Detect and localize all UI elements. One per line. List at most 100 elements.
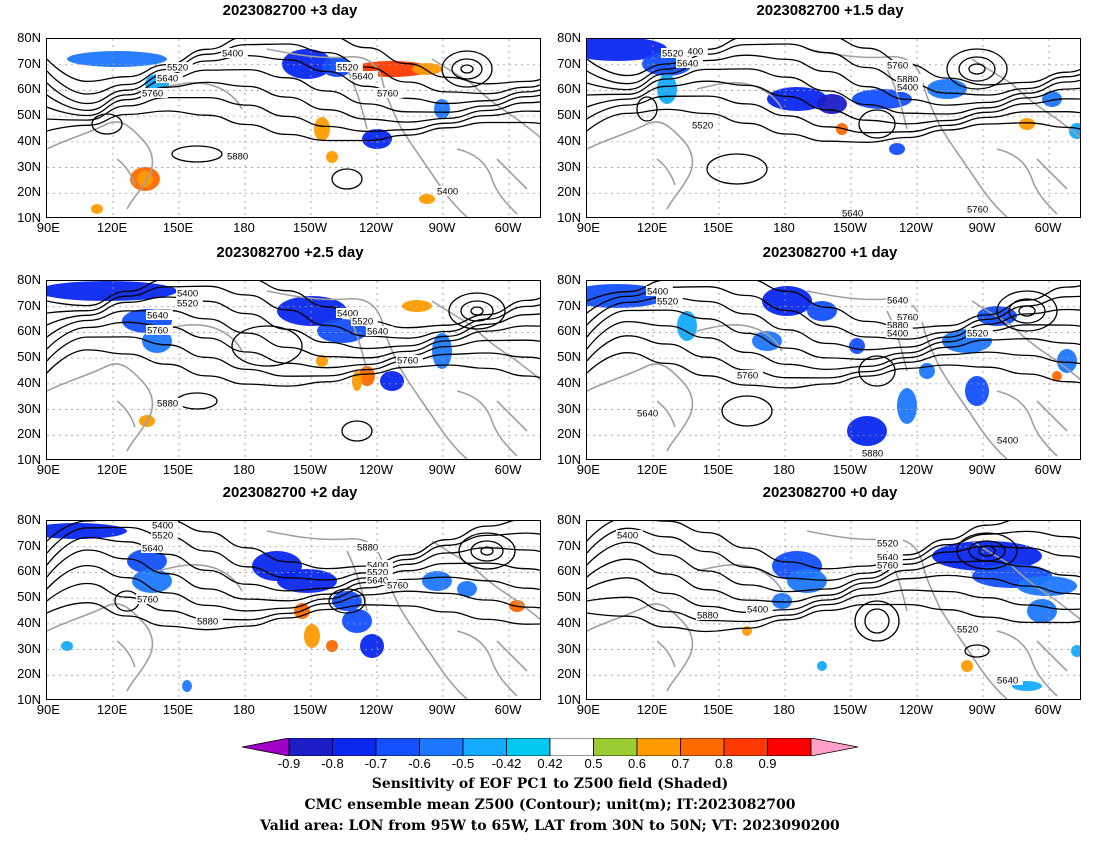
- lat-tick-label: 40N: [557, 374, 581, 390]
- sensitivity-shading: [787, 569, 827, 593]
- z500-contour: [587, 558, 1080, 603]
- contour-label-bg: [876, 560, 903, 570]
- sensitivity-shading: [889, 143, 905, 155]
- contour-label-bg: [366, 326, 393, 336]
- colorbar-box: [506, 738, 551, 756]
- z500-closed-contour: [968, 63, 986, 75]
- lon-tick-label: 180: [233, 702, 255, 717]
- contour-label-bg: [156, 398, 183, 408]
- contour-label: 5640: [997, 676, 1018, 687]
- coastline: [496, 640, 528, 672]
- contour-label: 5640: [142, 544, 163, 555]
- latitude-labels: 80N 70N 60N 50N 40N 30N 20N 10N: [0, 28, 44, 228]
- coastline: [346, 68, 368, 130]
- sensitivity-shading: [762, 286, 812, 316]
- coastline: [587, 603, 694, 692]
- contour-label: 5760: [887, 61, 908, 72]
- contour-label-bg: [746, 604, 773, 614]
- z500-closed-contour: [858, 355, 896, 387]
- lat-tick-label: 60N: [17, 323, 41, 339]
- contour-label-bg: [141, 88, 168, 98]
- z500-closed-contour: [956, 532, 1018, 570]
- coastline: [996, 390, 1058, 457]
- z500-contour: [47, 309, 540, 359]
- z500-closed-contour: [964, 644, 990, 658]
- sensitivity-shading: [772, 593, 792, 609]
- z500-closed-contour: [231, 325, 303, 367]
- z500-contour: [587, 80, 1080, 125]
- panel-2: 2023082700 +1.5 day 80N 70N 60N 50N 40N 30N 20…: [540, 0, 1081, 240]
- coastline: [806, 290, 1008, 459]
- sensitivity-shading: [677, 311, 697, 341]
- lat-tick-label: 50N: [557, 107, 581, 123]
- contour-label: 5520: [967, 329, 988, 340]
- longitude-labels: 90E 120E 150E 180 150W 120W 90W 60W: [577, 702, 1081, 718]
- sensitivity-shading: [67, 51, 167, 67]
- contour-label: 5520: [957, 625, 978, 636]
- lat-tick-label: 80N: [557, 30, 581, 45]
- lon-tick-label: 180: [773, 220, 795, 235]
- z500-closed-contour: [171, 145, 223, 163]
- contour-label-bg: [966, 204, 993, 214]
- coastline: [587, 363, 694, 452]
- z500-contour: [587, 521, 1080, 570]
- coastline: [656, 158, 676, 186]
- sensitivity-shading: [1052, 371, 1062, 381]
- lat-tick-label: 80N: [17, 30, 41, 45]
- colorbar-tick-label: -0.9: [277, 756, 301, 771]
- coastline: [116, 400, 136, 428]
- z500-contour: [587, 320, 1080, 371]
- lat-tick-label: 50N: [17, 349, 41, 365]
- lon-tick-label: 90E: [36, 702, 60, 717]
- z500-contour: [587, 574, 1080, 613]
- z500-closed-contour: [176, 392, 218, 410]
- coastline: [456, 148, 518, 215]
- lon-tick-label: 120E: [96, 220, 128, 235]
- lon-tick-label: 180: [773, 702, 795, 717]
- contour-label: 5640: [887, 296, 908, 307]
- contour-label-bg: [676, 58, 703, 68]
- lat-tick-label: 50N: [17, 107, 41, 123]
- lat-tick-label: 60N: [557, 323, 581, 339]
- coastline: [456, 630, 518, 697]
- sensitivity-shading: [419, 194, 435, 204]
- contour-label-bg: [886, 60, 913, 70]
- lat-tick-label: 40N: [17, 374, 41, 390]
- lon-tick-label: 90W: [428, 220, 456, 235]
- lon-tick-label: 150W: [293, 462, 327, 477]
- panel-title: 2023082700 +2 day: [222, 484, 358, 501]
- contour-label: 5520: [337, 63, 358, 74]
- colorbar-high-extend: [810, 738, 858, 756]
- sensitivity-shading: [277, 296, 347, 326]
- colorbar-box: [375, 738, 420, 756]
- coastline: [971, 540, 1080, 621]
- lat-tick-label: 20N: [557, 426, 581, 442]
- panel-4: 2023082700 +1 day 80N 70N 60N 50N 40N 30N 20N 1…: [540, 242, 1081, 482]
- sensitivity-shading: [897, 388, 917, 424]
- contour-label: 5640: [367, 327, 388, 338]
- contour-label-bg: [136, 594, 163, 604]
- lon-tick-label: 120W: [899, 702, 933, 717]
- contour-label: 5880: [197, 617, 218, 628]
- panel-5: 2023082700 +2 day 80N 70N 60N 50N 40N 30N 20N 1…: [0, 482, 541, 722]
- z500-contour: [47, 296, 540, 350]
- map-plot: 5400 5520 5640 5760 5880 5400 5520 5640 5760: [46, 38, 541, 218]
- contour-label-bg: [896, 74, 923, 84]
- contour-label: 5760: [387, 581, 408, 592]
- lon-tick-label: 90E: [36, 462, 60, 477]
- sensitivity-shading: [1017, 576, 1077, 596]
- colorbar-box: [680, 738, 725, 756]
- colorbar-tick-label: 0.9: [758, 756, 777, 771]
- lat-tick-label: 10N: [17, 451, 41, 467]
- sensitivity-shading: [457, 581, 477, 597]
- lat-tick-label: 20N: [17, 426, 41, 442]
- contour-label: 5880: [227, 152, 248, 163]
- z500-closed-contour: [946, 48, 1008, 90]
- lat-tick-label: 30N: [557, 640, 581, 656]
- coastline: [47, 121, 154, 210]
- contour-label: 5880: [887, 321, 908, 332]
- z500-closed-contour: [470, 306, 484, 316]
- lon-tick-label: 150E: [162, 702, 194, 717]
